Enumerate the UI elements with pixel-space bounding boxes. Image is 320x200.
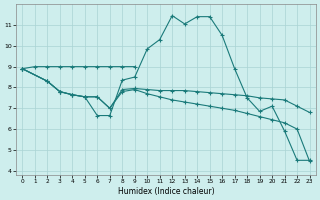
X-axis label: Humidex (Indice chaleur): Humidex (Indice chaleur) [118,187,214,196]
